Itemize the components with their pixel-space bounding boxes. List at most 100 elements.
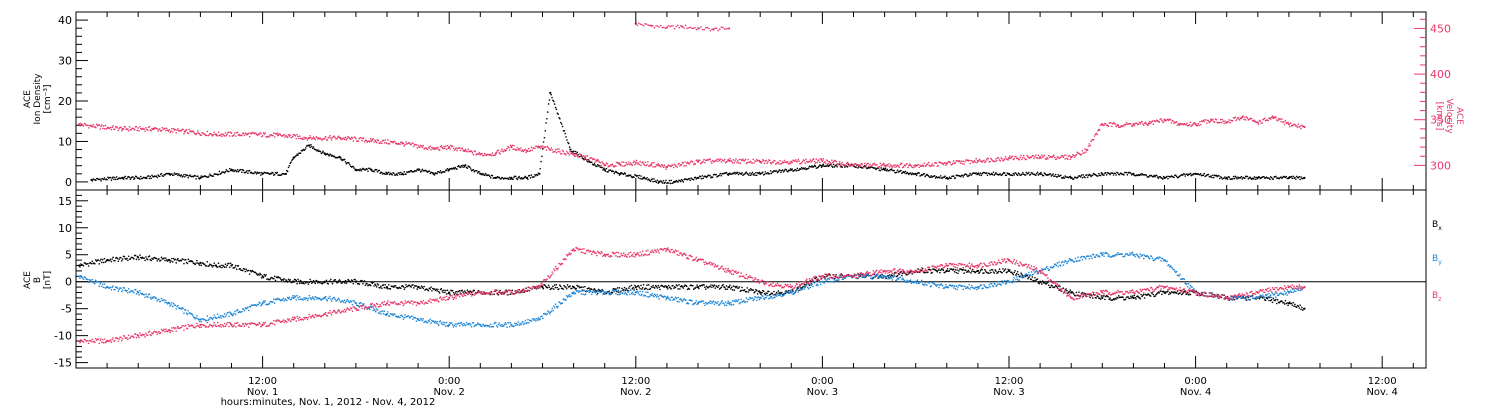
- velocity-point: [527, 147, 530, 150]
- velocity-point: [650, 163, 653, 166]
- velocity-point: [682, 162, 685, 164]
- density-point: [1231, 177, 1234, 180]
- density-point: [1112, 174, 1115, 176]
- velocity-point: [508, 146, 510, 149]
- field-bx-point: [87, 265, 90, 267]
- velocity-point: [1206, 122, 1208, 124]
- field-by-point: [373, 307, 375, 310]
- density-point: [224, 170, 227, 173]
- velocity-point: [354, 136, 356, 139]
- density-point: [270, 172, 273, 175]
- density-point: [540, 160, 542, 163]
- velocity-point: [279, 133, 281, 135]
- field-bx-point: [208, 264, 210, 267]
- field-bx-point: [159, 259, 162, 262]
- field-bx-point: [674, 286, 677, 289]
- field-by-point: [224, 315, 227, 318]
- density-point: [939, 177, 941, 179]
- velocity-point: [897, 165, 900, 167]
- velocity-point: [417, 144, 419, 147]
- field-by-point: [247, 309, 250, 312]
- velocity-point: [223, 135, 226, 137]
- density-point: [478, 171, 481, 173]
- density-point: [968, 174, 971, 176]
- velocity-point: [703, 158, 705, 161]
- field-bx-point: [393, 286, 395, 288]
- density-point: [272, 172, 274, 174]
- field-bx-point: [1133, 294, 1136, 297]
- velocity-point: [381, 142, 383, 145]
- field-bx-point: [78, 264, 81, 267]
- velocity-point: [1003, 159, 1005, 161]
- velocity-point: [273, 132, 275, 134]
- field-bx-point: [703, 284, 705, 286]
- field-bx-point: [343, 280, 345, 283]
- velocity-point: [846, 161, 849, 164]
- field-bx-point: [692, 284, 694, 287]
- density-point: [276, 171, 279, 174]
- density-point: [681, 179, 684, 182]
- field-bx-point: [334, 278, 336, 281]
- velocity-point: [228, 131, 230, 134]
- density-point: [745, 171, 748, 174]
- velocity-point: [609, 165, 611, 168]
- velocity-point: [1110, 122, 1112, 124]
- velocity-point: [317, 138, 319, 140]
- field-bx-point: [771, 292, 774, 295]
- velocity-point: [935, 162, 938, 164]
- field-bx-point: [906, 273, 908, 276]
- velocity-point: [1000, 157, 1003, 159]
- density-point: [1291, 177, 1294, 180]
- density-point: [655, 181, 658, 184]
- velocity-point: [684, 161, 686, 163]
- field-bx-point: [995, 270, 997, 272]
- density-point: [1140, 174, 1142, 176]
- field-by-point: [87, 278, 89, 281]
- field-bx-point: [678, 284, 680, 286]
- field-by-point: [460, 321, 463, 324]
- field-bx-point: [1130, 295, 1132, 298]
- field-bx-point: [552, 285, 554, 288]
- field-bx-point: [651, 286, 654, 288]
- field-by-point: [489, 323, 492, 325]
- field-bx-point: [158, 258, 160, 260]
- velocity-point: [692, 163, 695, 166]
- field-bx-point: [659, 288, 661, 291]
- density-point: [197, 175, 199, 178]
- velocity-point: [1221, 118, 1224, 121]
- density-point: [322, 150, 324, 152]
- field-by-point: [172, 302, 175, 305]
- density-point: [593, 162, 596, 165]
- velocity-point: [863, 162, 866, 165]
- field-by-point: [146, 296, 149, 298]
- velocity-point: [374, 140, 377, 143]
- velocity-point: [815, 158, 818, 160]
- density-point: [590, 161, 593, 164]
- field-bx-point: [1300, 308, 1302, 311]
- field-bx-point: [968, 271, 971, 273]
- density-point: [787, 170, 789, 173]
- velocity-point: [314, 138, 317, 141]
- density-point: [330, 154, 332, 156]
- field-bx-point: [338, 279, 341, 281]
- field-bx-point: [111, 258, 114, 260]
- field-by-point: [82, 278, 85, 280]
- density-point: [1114, 172, 1117, 175]
- field-bx-point: [633, 288, 635, 290]
- field-bx-point: [145, 256, 147, 258]
- field-bx-point: [213, 262, 216, 264]
- velocity-point: [461, 147, 463, 149]
- density-point: [95, 179, 97, 182]
- velocity-point: [580, 154, 583, 156]
- density-point: [1202, 174, 1205, 177]
- density-point: [1111, 172, 1114, 175]
- density-point: [653, 178, 655, 180]
- velocity-spike-point: [636, 24, 639, 27]
- field-bx-point: [317, 281, 319, 284]
- velocity-point: [474, 150, 476, 153]
- field-by-point: [213, 314, 216, 316]
- velocity-point: [600, 164, 603, 167]
- field-bx-point: [228, 266, 231, 269]
- density-point: [228, 167, 231, 170]
- velocity-point: [574, 155, 577, 158]
